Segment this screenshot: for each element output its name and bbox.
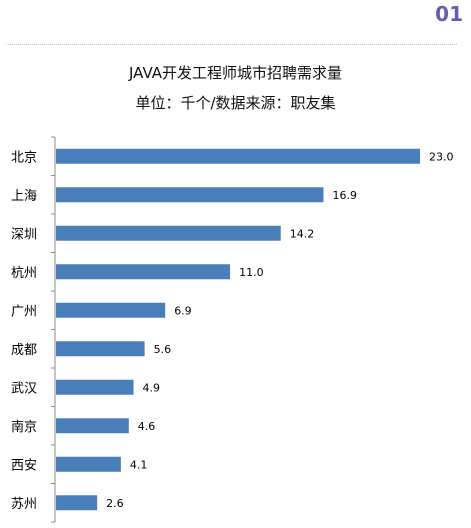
bar [56, 225, 281, 241]
chart-title: JAVA开发工程师城市招聘需求量 [128, 64, 343, 82]
bar [56, 418, 129, 434]
value-label: 5.6 [154, 343, 172, 356]
category-label: 南京 [11, 419, 37, 435]
category-label: 成都 [11, 343, 37, 358]
category-label: 北京 [11, 150, 37, 165]
page-number: 01 [435, 2, 463, 26]
bar [56, 148, 420, 164]
value-label: 4.1 [130, 458, 148, 471]
category-label: 深圳 [11, 227, 37, 242]
bar [56, 341, 145, 357]
category-label: 苏州 [11, 496, 37, 512]
value-label: 11.0 [239, 266, 264, 279]
category-label: 上海 [11, 189, 37, 204]
chart-subtitle: 单位：千个/数据来源：职友集 [135, 94, 336, 112]
value-label: 6.9 [174, 304, 192, 317]
bar [56, 187, 324, 203]
bar [56, 379, 134, 395]
bar [56, 264, 231, 280]
bar [56, 302, 166, 318]
category-label: 广州 [11, 304, 37, 319]
category-label: 杭州 [11, 266, 37, 281]
value-label: 2.6 [106, 497, 124, 510]
value-label: 14.2 [290, 227, 315, 240]
header-divider [6, 44, 457, 45]
value-label: 16.9 [332, 189, 357, 202]
bar [56, 495, 98, 511]
value-label: 4.9 [143, 381, 161, 394]
bar [56, 456, 121, 472]
value-label: 23.0 [429, 150, 454, 163]
value-label: 4.6 [138, 420, 156, 433]
category-label: 西安 [11, 458, 37, 473]
category-label: 武汉 [11, 381, 37, 396]
